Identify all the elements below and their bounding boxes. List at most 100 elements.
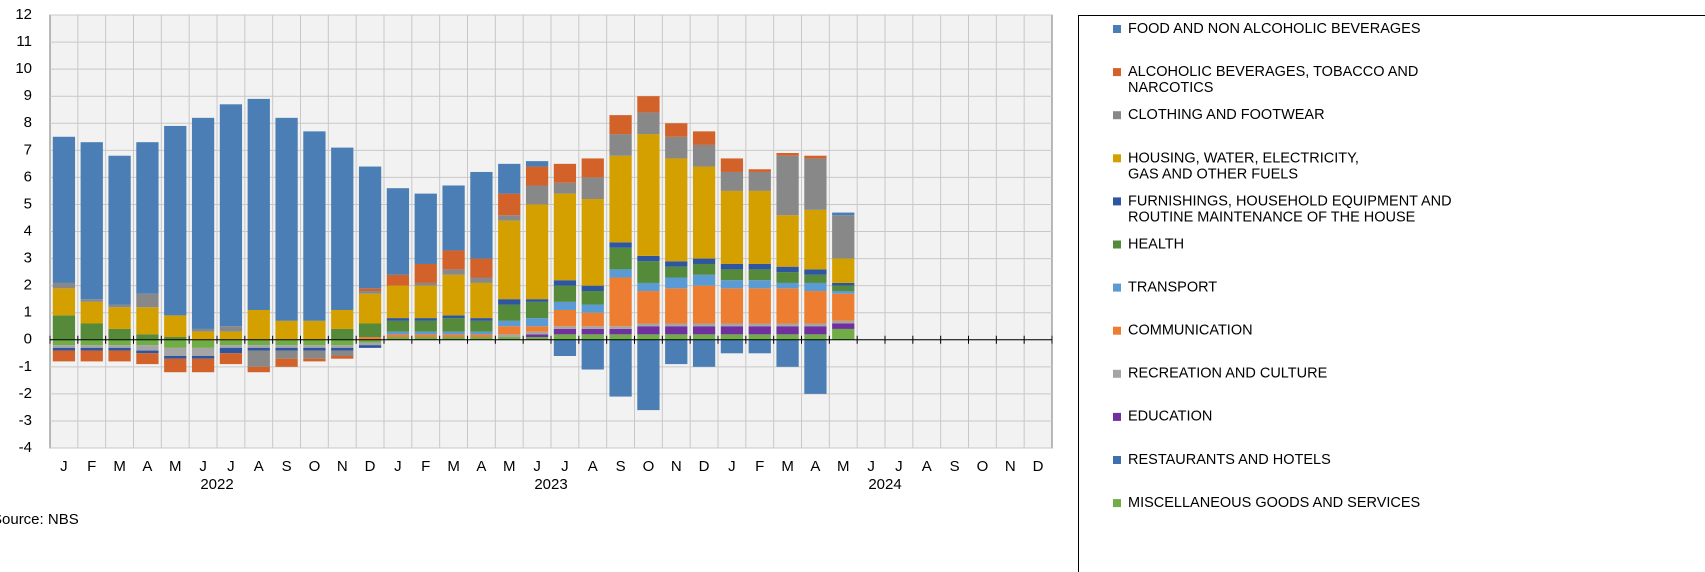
legend-label: EDUCATION: [1128, 409, 1212, 425]
bar-segment: [219, 345, 243, 348]
bar-segment: [414, 318, 437, 321]
bar-segment: [553, 182, 577, 194]
bar-segment: [108, 304, 131, 308]
bar-segment: [637, 339, 660, 411]
bar-segment: [804, 209, 827, 270]
legend-label: RECREATION AND CULTURE: [1128, 366, 1328, 382]
bar-segment: [609, 277, 632, 327]
bar-segment: [637, 326, 660, 335]
bar-segment: [275, 347, 298, 351]
bar-segment: [637, 134, 660, 256]
bar-segment: [720, 326, 744, 335]
bar-segment: [720, 288, 744, 324]
bar-segment: [692, 166, 716, 259]
bar-segment: [748, 323, 771, 327]
bar-segment: [748, 326, 771, 335]
y-tick-label: -3: [19, 412, 32, 429]
legend-label: RESTAURANTS AND HOTELS: [1128, 452, 1331, 468]
x-tick-label: A: [588, 458, 598, 475]
bar-segment: [80, 301, 103, 324]
bar-segment: [303, 320, 326, 340]
bar-segment: [136, 334, 159, 340]
x-tick-label: S: [282, 458, 292, 475]
bar-segment: [303, 350, 326, 359]
bar-segment: [776, 266, 799, 273]
bar-segment: [581, 328, 604, 335]
bar-segment: [442, 337, 465, 340]
bar-segment: [581, 312, 604, 327]
x-tick-label: D: [1033, 458, 1044, 475]
bar-segment: [832, 285, 855, 292]
bar-segment: [525, 337, 549, 340]
bar-segment: [470, 318, 493, 321]
bar-segment: [498, 299, 521, 305]
bar-segment: [609, 242, 632, 248]
bar-segment: [303, 345, 326, 348]
bar-segment: [748, 169, 771, 172]
bar-segment: [498, 220, 521, 300]
bar-segment: [665, 136, 688, 159]
bar-segment: [52, 339, 76, 346]
bar-segment: [832, 212, 855, 216]
bar-segment: [358, 291, 382, 294]
x-tick-label: J: [895, 458, 903, 475]
x-tick-label: M: [503, 458, 516, 475]
bar-segment: [498, 320, 521, 327]
x-tick-label: A: [476, 458, 486, 475]
bar-segment: [832, 291, 855, 294]
bar-segment: [136, 142, 159, 294]
bar-segment: [832, 323, 855, 329]
legend-label: FOOD AND NON ALCOHOLIC BEVERAGES: [1128, 21, 1421, 37]
bar-segment: [80, 299, 103, 302]
bar-segment: [164, 347, 187, 356]
x-tick-label: S: [616, 458, 626, 475]
bar-segment: [776, 153, 799, 156]
bar-segment: [581, 339, 604, 370]
bar-segment: [331, 350, 354, 356]
bar-segment: [581, 304, 604, 313]
bar-segment: [776, 215, 799, 267]
legend-swatch: [1113, 240, 1121, 249]
bar-segment: [164, 358, 187, 373]
bar-segment: [581, 285, 604, 292]
bar-segment: [720, 158, 744, 172]
bar-segment: [748, 263, 771, 270]
bar-segment: [498, 193, 521, 216]
bar-segment: [553, 285, 577, 302]
x-tick-label: N: [671, 458, 682, 475]
y-tick-label: 11: [16, 33, 32, 50]
bar-segment: [331, 309, 354, 329]
legend-swatch: [1113, 25, 1121, 33]
bar-segment: [553, 309, 577, 327]
bar-segment: [275, 345, 298, 348]
bar-segment: [581, 326, 604, 329]
legend-label: HOUSING, WATER, ELECTRICITY, GAS AND OTHE…: [1128, 150, 1359, 182]
bar-segment: [470, 334, 493, 338]
bar-segment: [247, 366, 270, 373]
bar-segment: [832, 328, 855, 340]
legend-label: FURNISHINGS, HOUSEHOLD EQUIPMENT AND ROUT…: [1128, 193, 1452, 225]
bar-segment: [414, 263, 437, 283]
bar-segment: [386, 318, 410, 321]
bar-segment: [553, 280, 577, 286]
bar-segment: [581, 199, 604, 286]
bar-segment: [525, 318, 549, 327]
bar-segment: [720, 339, 744, 354]
bar-segment: [275, 339, 298, 346]
bar-segment: [331, 355, 354, 359]
bar-segment: [219, 104, 243, 327]
bar-segment: [804, 269, 827, 275]
bar-segment: [498, 334, 521, 338]
bar-segment: [525, 161, 549, 167]
bar-segment: [692, 285, 716, 324]
x-tick-label: M: [447, 458, 460, 475]
bar-segment: [692, 323, 716, 327]
bar-segment: [637, 112, 660, 135]
bar-segment: [164, 125, 187, 316]
bar-segment: [637, 255, 660, 262]
bar-segment: [553, 334, 577, 340]
bar-segment: [191, 117, 215, 329]
bar-segment: [609, 155, 632, 243]
bar-segment: [108, 345, 131, 348]
bar-segment: [581, 158, 604, 178]
